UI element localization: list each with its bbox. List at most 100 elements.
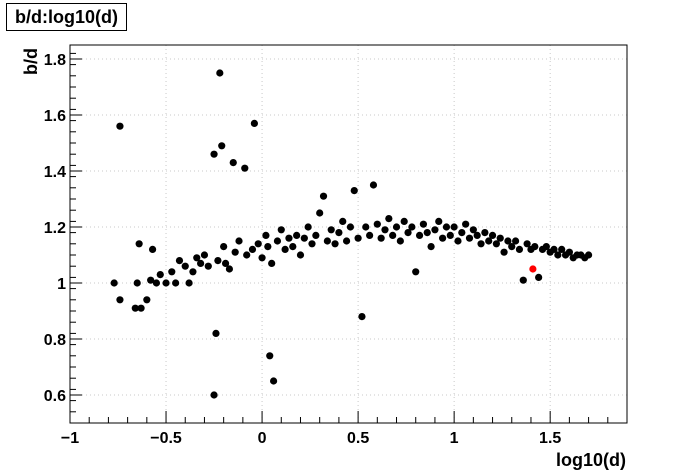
chart-title: b/d:log10(d) [6,3,127,31]
data-point [408,223,416,231]
data-point [358,313,366,321]
data-point [439,234,447,242]
data-point [137,304,145,312]
data-point [254,240,262,248]
data-point [442,223,451,231]
data-point [143,296,151,304]
axes: −1 −0.5 0 0.5 1 1.5 0.6 0.8 1 1.2 1.4 1.6 1.8 [44,44,628,447]
data-point [262,231,270,239]
data-point [281,245,289,253]
data-point [331,240,339,248]
data-point [273,237,282,245]
data-point [415,231,424,239]
data-point [131,304,139,312]
x-tick-label: −0.5 [150,430,182,447]
data-point [296,251,305,259]
data-point [584,251,593,259]
data-point [327,226,335,234]
data-point [212,329,220,337]
data-point [181,262,189,270]
data-point [293,231,301,239]
data-point [241,164,249,172]
data-point [308,240,316,248]
data-point [481,229,489,237]
data-point [216,69,224,77]
data-point [243,251,251,259]
data-point [214,257,222,265]
data-point [248,245,257,253]
data-point [535,273,543,281]
data-point [385,215,393,223]
data-point [162,279,170,287]
data-point [550,245,558,253]
data-point [323,237,331,245]
y-tick-label: 1.2 [44,220,66,237]
y-tick-label: 0.8 [44,332,66,349]
data-point [488,231,497,239]
x-axis-label: log10(d) [556,450,626,470]
data-point [289,243,297,251]
data-point [515,245,524,253]
data-point [373,220,381,228]
data-point [312,231,320,239]
data-point [531,243,539,251]
data-point [431,226,439,234]
data-point [221,259,230,267]
data-point [396,237,404,245]
data-points [110,69,593,399]
data-point [542,243,550,251]
x-tick-label: −1 [61,430,79,447]
data-point [148,245,157,253]
x-tick-label: 0.5 [347,430,369,447]
data-point [319,192,328,200]
data-point [175,257,184,265]
y-tick-label: 1 [57,276,66,293]
data-point [133,279,141,287]
data-point [235,237,243,245]
data-point [193,254,201,262]
x-tick-label: 1 [450,430,459,447]
grid-lines [70,45,627,423]
data-point [197,259,205,267]
data-point [362,223,370,231]
data-point [400,217,408,225]
data-point [381,226,389,234]
data-point [412,268,420,276]
data-point [116,122,124,130]
data-point [492,240,500,248]
data-point [168,268,176,276]
y-tick-label: 0.6 [44,388,66,405]
data-point [172,279,180,287]
data-point [366,231,374,239]
data-point [435,217,443,225]
data-point [116,296,124,304]
data-point [446,231,454,239]
data-point [454,237,462,245]
data-point [266,352,274,360]
data-point [504,237,512,245]
data-point [210,150,218,158]
data-point [250,119,258,127]
data-point [554,251,562,259]
data-point [346,223,355,231]
data-point [200,251,209,259]
data-point [500,248,508,256]
data-point [565,248,573,256]
data-point [465,234,474,242]
data-point [229,159,237,167]
data-point [110,279,118,287]
data-point [210,391,218,399]
data-point [508,243,516,251]
data-point [450,223,458,231]
data-point [427,243,435,251]
data-point [335,229,343,237]
x-tick-label: 0 [258,430,267,447]
data-point [477,240,485,248]
data-point [269,377,278,385]
data-point [419,220,428,228]
data-point [485,237,493,245]
y-tick-label: 1.8 [44,52,66,69]
x-tick-label: 1.5 [539,430,561,447]
data-point [392,223,401,231]
